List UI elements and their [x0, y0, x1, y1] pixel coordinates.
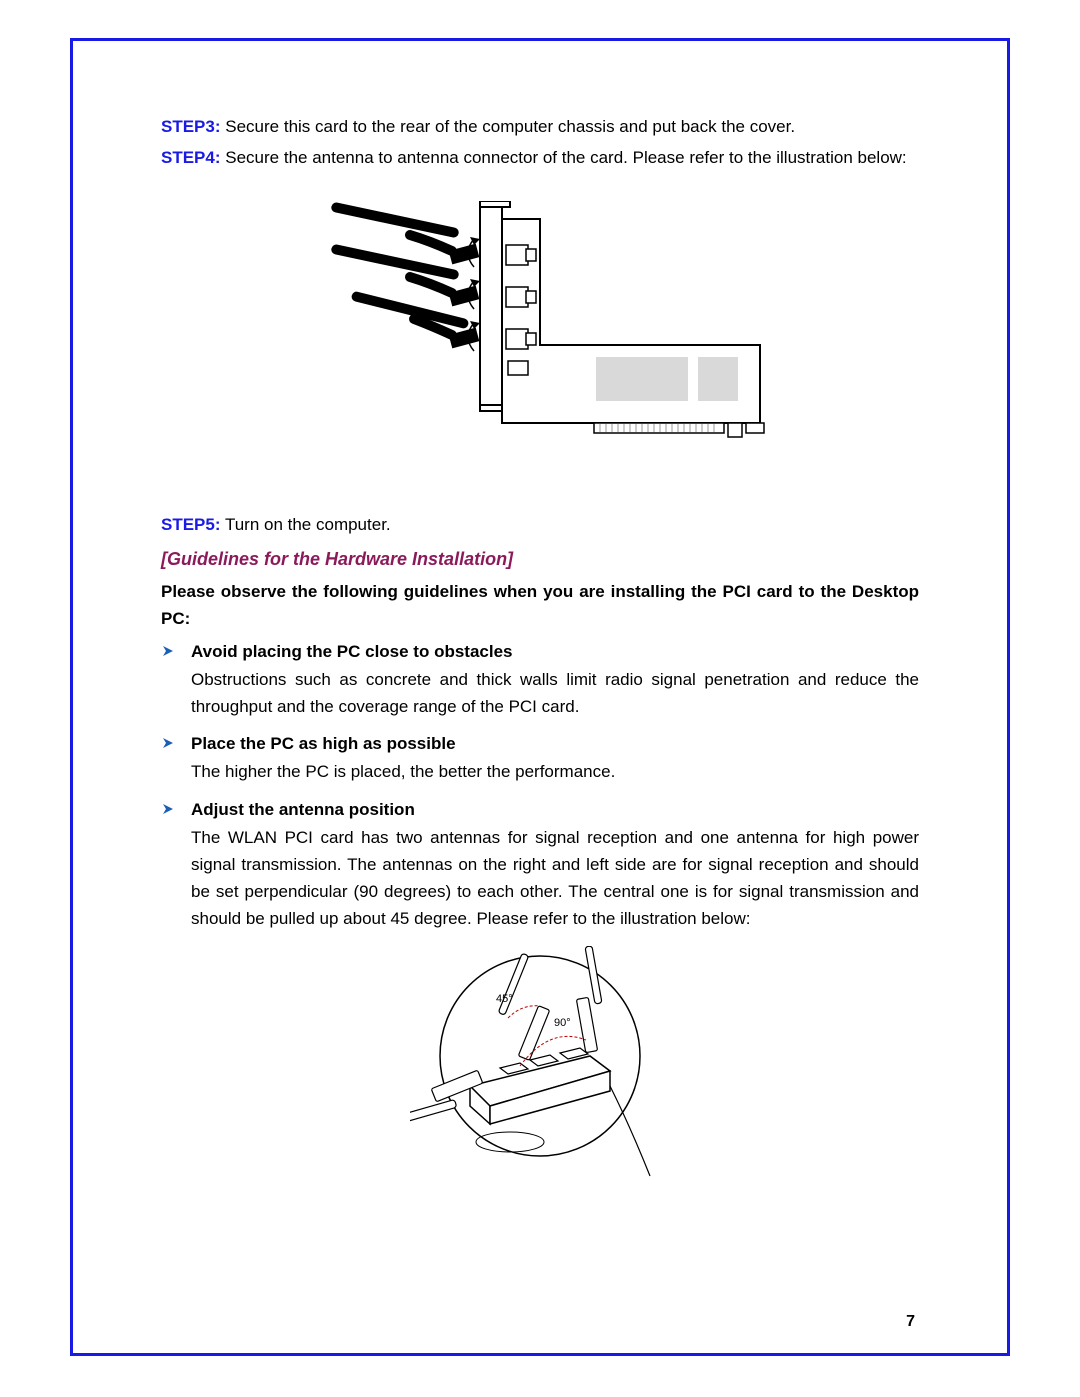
bullet-2-text: The higher the PC is placed, the better …	[191, 758, 919, 785]
step5-text: Turn on the computer.	[225, 515, 391, 534]
arrow-icon	[161, 734, 191, 785]
step5-line: STEP5: Turn on the computer.	[161, 511, 919, 538]
section-title: [Guidelines for the Hardware Installatio…	[161, 549, 919, 570]
bullet-1-title: Avoid placing the PC close to obstacles	[191, 642, 919, 662]
label-45: 45°	[496, 993, 513, 1005]
step4-line: STEP4: Secure the antenna to antenna con…	[161, 144, 919, 171]
step3-text: Secure this card to the rear of the comp…	[225, 117, 795, 136]
step4-text: Secure the antenna to antenna connector …	[225, 148, 906, 167]
antenna-angle-illustration: 45° 90°	[410, 946, 670, 1186]
arrow-icon	[161, 800, 191, 933]
page-border: STEP3: Secure this card to the rear of t…	[70, 38, 1010, 1356]
step5-label: STEP5:	[161, 515, 221, 534]
intro-text: Please observe the following guidelines …	[161, 578, 919, 632]
bullet-3-text: The WLAN PCI card has two antennas for s…	[191, 824, 919, 933]
step4-label: STEP4:	[161, 148, 221, 167]
bullet-3: Adjust the antenna position The WLAN PCI…	[161, 800, 919, 933]
bullet-2: Place the PC as high as possible The hig…	[161, 734, 919, 785]
bullet-1: Avoid placing the PC close to obstacles …	[161, 642, 919, 720]
step3-label: STEP3:	[161, 117, 221, 136]
arrow-icon	[161, 642, 191, 720]
label-90: 90°	[554, 1017, 571, 1029]
step3-line: STEP3: Secure this card to the rear of t…	[161, 113, 919, 140]
bullet-1-text: Obstructions such as concrete and thick …	[191, 666, 919, 720]
bullet-2-title: Place the PC as high as possible	[191, 734, 919, 754]
pci-card-illustration	[310, 201, 770, 451]
bullet-3-title: Adjust the antenna position	[191, 800, 919, 820]
page-number: 7	[906, 1313, 915, 1331]
